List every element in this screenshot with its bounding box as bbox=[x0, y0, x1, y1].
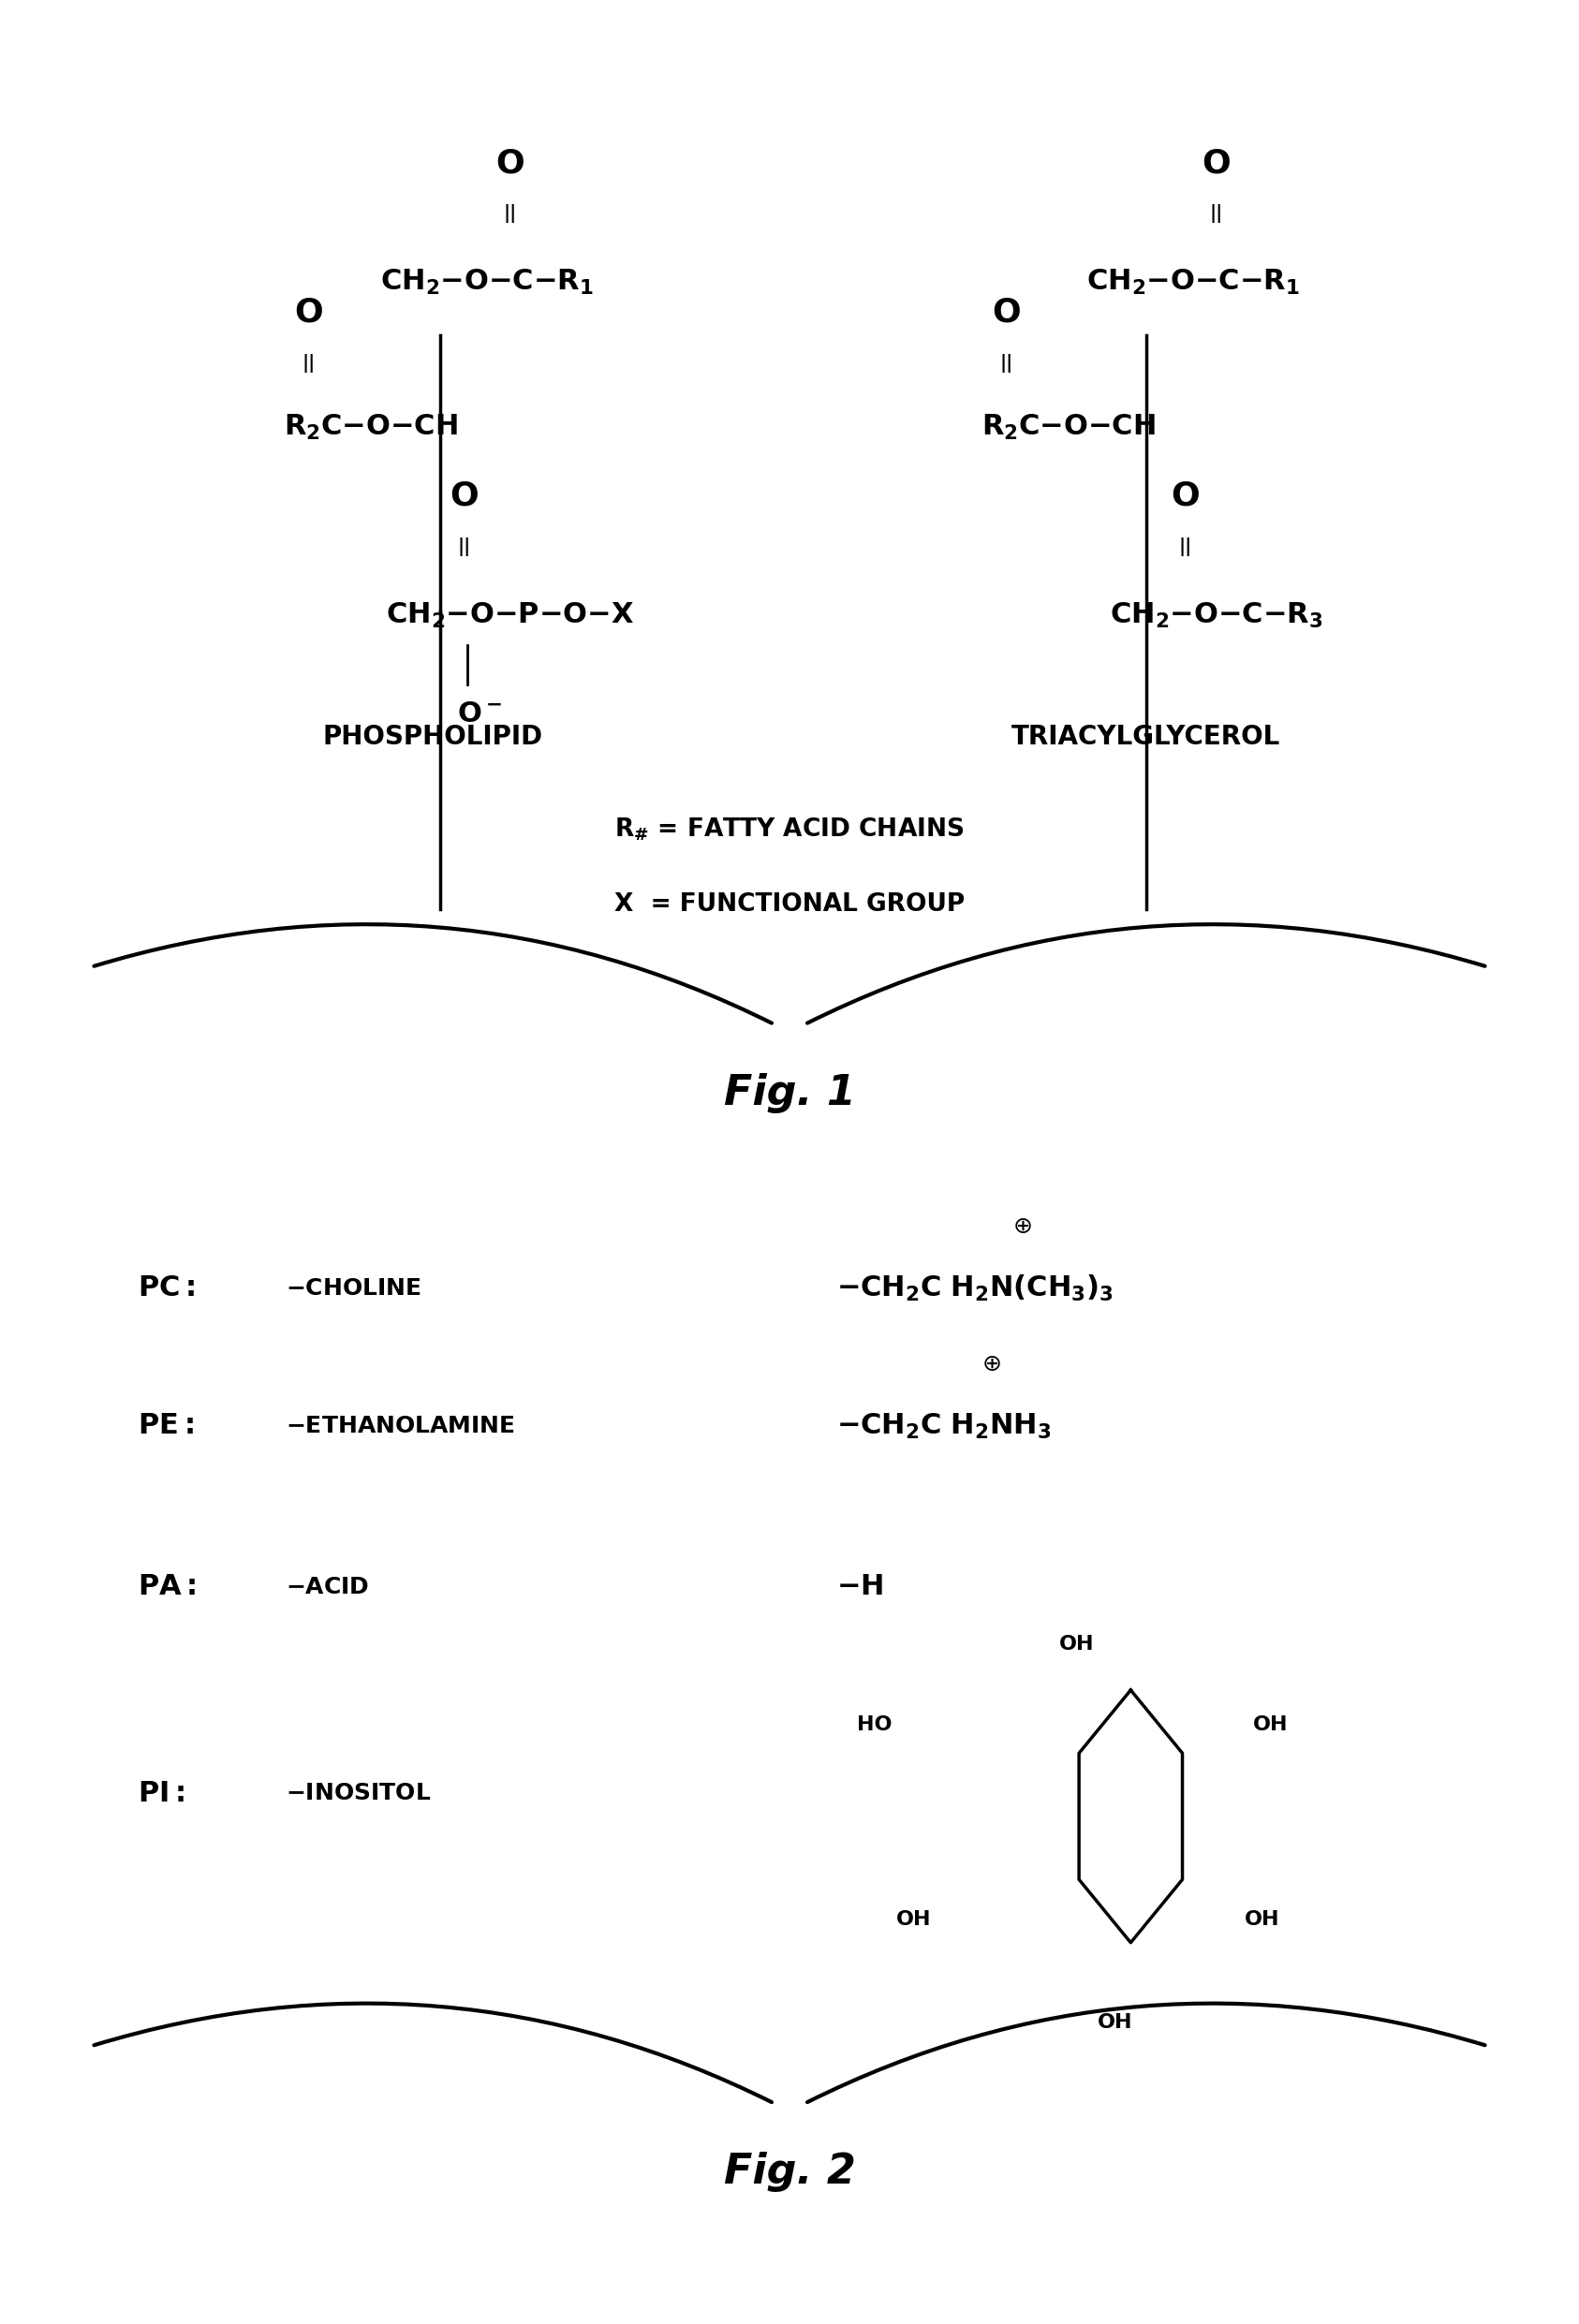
Text: $\oplus$: $\oplus$ bbox=[1012, 1215, 1031, 1236]
Text: $\mathbf{CH_2{-}O{-}C{-}R_1}$: $\mathbf{CH_2{-}O{-}C{-}R_1}$ bbox=[1086, 267, 1300, 297]
Text: PHOSPHOLIPID: PHOSPHOLIPID bbox=[322, 725, 543, 751]
Text: O: O bbox=[1170, 481, 1200, 511]
Text: OH: OH bbox=[895, 1910, 932, 1929]
Text: ||: || bbox=[1000, 353, 1014, 372]
Text: $\mathbf{O^-}$: $\mathbf{O^-}$ bbox=[456, 702, 502, 727]
Text: HO: HO bbox=[857, 1715, 892, 1734]
Text: $\mathbf{-ETHANOLAMINE}$: $\mathbf{-ETHANOLAMINE}$ bbox=[286, 1415, 515, 1436]
Text: $\mathbf{-CHOLINE}$: $\mathbf{-CHOLINE}$ bbox=[286, 1278, 422, 1299]
Text: $\mathbf{-CH_2C\ H_2N(CH_3)_3}$: $\mathbf{-CH_2C\ H_2N(CH_3)_3}$ bbox=[835, 1274, 1113, 1304]
Text: $\oplus$: $\oplus$ bbox=[982, 1353, 1001, 1376]
Text: $\mathbf{PE:}$: $\mathbf{PE:}$ bbox=[137, 1413, 194, 1439]
Text: $\mathbf{PI:}$: $\mathbf{PI:}$ bbox=[137, 1780, 185, 1808]
Text: ||: || bbox=[1210, 205, 1222, 223]
Text: Fig. 1: Fig. 1 bbox=[723, 1074, 856, 1113]
Text: $\mathbf{-CH_2C\ H_2NH_3}$: $\mathbf{-CH_2C\ H_2NH_3}$ bbox=[835, 1411, 1052, 1441]
Text: $\mathbf{R_{\#}}$ = FATTY ACID CHAINS: $\mathbf{R_{\#}}$ = FATTY ACID CHAINS bbox=[614, 816, 965, 841]
Text: $\mathbf{R_2C{-}O{-}CH}$: $\mathbf{R_2C{-}O{-}CH}$ bbox=[982, 414, 1156, 442]
Text: $\mathbf{-INOSITOL}$: $\mathbf{-INOSITOL}$ bbox=[286, 1783, 431, 1806]
Text: ||: || bbox=[458, 537, 471, 555]
Text: $\mathbf{CH_2{-}O{-}C{-}R_1}$: $\mathbf{CH_2{-}O{-}C{-}R_1}$ bbox=[381, 267, 594, 297]
Text: O: O bbox=[294, 297, 324, 328]
Text: OH: OH bbox=[1252, 1715, 1288, 1734]
Text: $\mathbf{CH_2{-}O{-}P{-}O{-}X}$: $\mathbf{CH_2{-}O{-}P{-}O{-}X}$ bbox=[387, 602, 635, 630]
Text: $\mathbf{R_2C{-}O{-}CH}$: $\mathbf{R_2C{-}O{-}CH}$ bbox=[284, 414, 458, 442]
Text: $\mathbf{PC:}$: $\mathbf{PC:}$ bbox=[137, 1274, 196, 1301]
Text: ||: || bbox=[302, 353, 316, 372]
Text: O: O bbox=[1202, 146, 1230, 179]
Text: ||: || bbox=[1178, 537, 1192, 555]
Text: $\mathbf{PA:}$: $\mathbf{PA:}$ bbox=[137, 1573, 197, 1601]
Text: ||: || bbox=[504, 205, 516, 223]
Text: $\mathbf{-ACID}$: $\mathbf{-ACID}$ bbox=[286, 1576, 369, 1599]
Text: O: O bbox=[496, 146, 524, 179]
Text: OH: OH bbox=[1244, 1910, 1281, 1929]
Text: Fig. 2: Fig. 2 bbox=[723, 2152, 856, 2192]
Text: TRIACYLGLYCEROL: TRIACYLGLYCEROL bbox=[1012, 725, 1281, 751]
Text: $\mathbf{CH_2{-}O{-}C{-}R_3}$: $\mathbf{CH_2{-}O{-}C{-}R_3}$ bbox=[1110, 602, 1323, 630]
Text: OH: OH bbox=[1060, 1634, 1094, 1652]
Text: O: O bbox=[992, 297, 1022, 328]
Text: X  = FUNCTIONAL GROUP: X = FUNCTIONAL GROUP bbox=[614, 892, 965, 918]
Text: O: O bbox=[450, 481, 478, 511]
Text: OH: OH bbox=[1097, 2013, 1132, 2031]
Text: $\mathbf{-H}$: $\mathbf{-H}$ bbox=[835, 1573, 883, 1601]
